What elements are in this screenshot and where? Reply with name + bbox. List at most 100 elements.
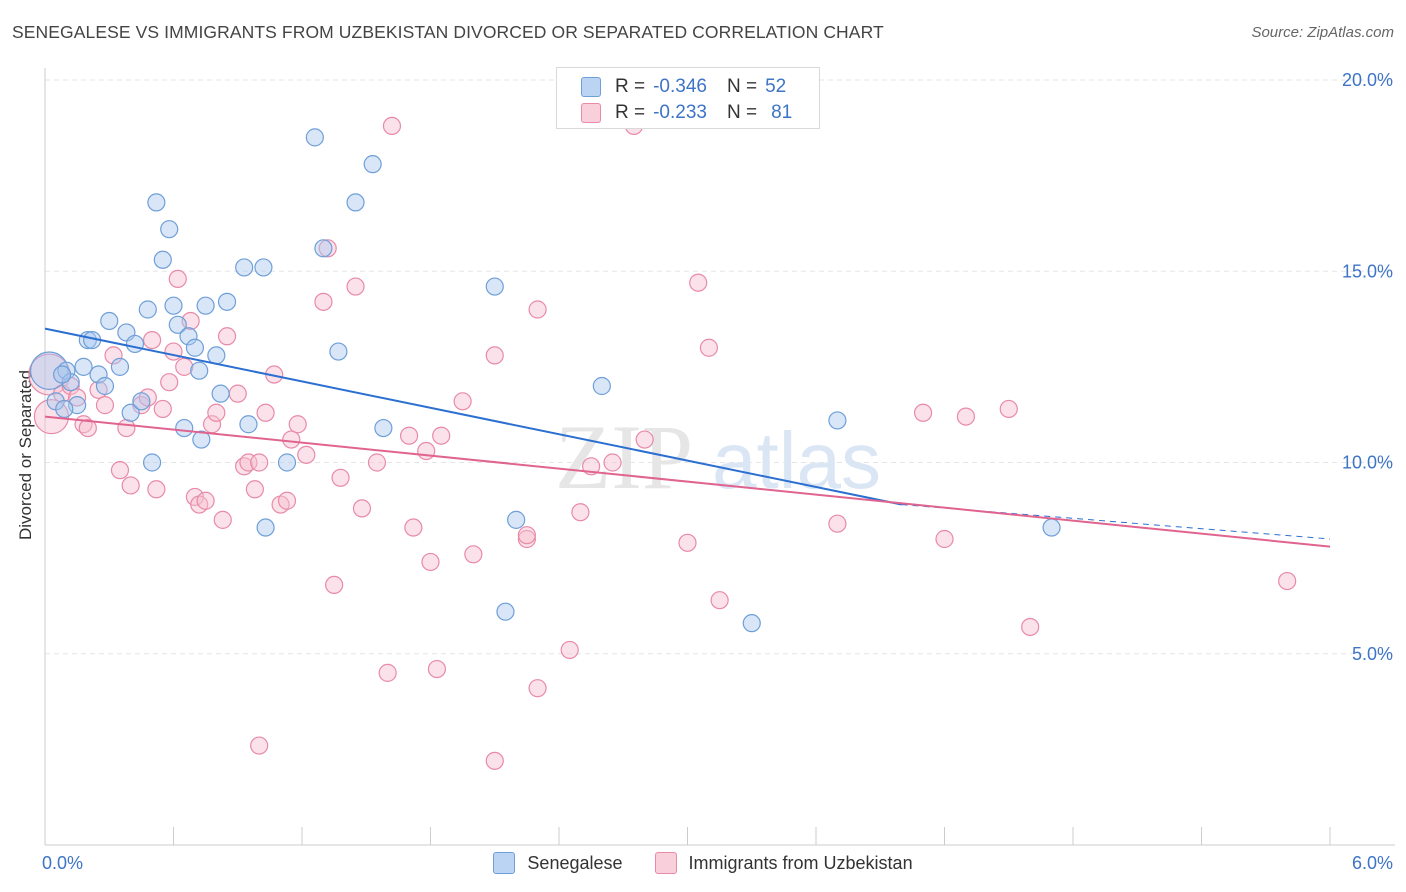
uzbekistan-point xyxy=(485,751,504,770)
uzbekistan-point xyxy=(528,300,547,319)
senegalese-point xyxy=(254,258,273,277)
senegalese-point xyxy=(100,311,119,331)
uzbekistan-point xyxy=(517,529,536,549)
uzbekistan-point xyxy=(314,292,333,311)
senegalese-point xyxy=(239,415,258,434)
uzbekistan-point xyxy=(282,430,301,449)
n-value: 81 xyxy=(771,102,793,123)
senegalese-point xyxy=(125,334,145,354)
pink-swatch xyxy=(581,103,601,123)
blue-swatch xyxy=(581,77,601,97)
uzbekistan-point xyxy=(352,499,372,518)
senegalese-point xyxy=(168,315,187,334)
uzbekistan-point xyxy=(935,529,954,549)
uzbekistan-point xyxy=(464,545,483,564)
uzbekistan-point xyxy=(168,269,187,288)
legend-item-uzbekistan[interactable]: Immigrants from Uzbekistan xyxy=(654,852,913,874)
uzbekistan-point xyxy=(207,403,226,422)
uzbekistan-point xyxy=(421,552,440,572)
senegalese-point xyxy=(110,357,130,376)
uzbekistan-point xyxy=(239,453,258,472)
uzbekistan-point xyxy=(147,480,166,499)
senegalese-point xyxy=(828,411,847,430)
r-label: R = xyxy=(615,76,646,97)
uzbekistan-point xyxy=(95,396,115,415)
legend-item-senegalese[interactable]: Senegalese xyxy=(493,852,623,874)
senegalese-point xyxy=(121,403,140,422)
senegalese-point xyxy=(142,453,162,472)
uzbekistan-point xyxy=(432,426,451,445)
source-label: Source: ZipAtlas.com xyxy=(1251,24,1394,41)
senegalese-point xyxy=(217,292,237,311)
uzbekistan-point xyxy=(399,426,419,445)
stats-row-uzbekistan: R = -0.233 N = 81 xyxy=(581,101,792,125)
uzbekistan-point xyxy=(1278,571,1297,591)
r-value: -0.233 xyxy=(653,102,707,123)
uzbekistan-point xyxy=(367,453,387,472)
senegalese-point xyxy=(196,296,215,315)
series-uzbekistan-points xyxy=(28,116,1297,770)
uzbekistan-point xyxy=(104,346,123,365)
uzbekistan-trend-line xyxy=(44,415,1331,548)
uzbekistan-point xyxy=(382,116,402,136)
uzbekistan-point xyxy=(635,430,654,449)
senegalese-point xyxy=(305,128,324,147)
r-label: R = xyxy=(615,102,646,123)
uzbekistan-point xyxy=(142,331,162,350)
senegalese-point xyxy=(314,239,333,258)
n-label: N = xyxy=(726,102,758,123)
axes xyxy=(44,68,1395,846)
uzbekistan-point xyxy=(378,663,397,682)
uzbekistan-point xyxy=(678,533,697,552)
uzbekistan-point xyxy=(121,476,140,495)
uzbekistan-point xyxy=(710,591,729,610)
senegalese-point xyxy=(277,453,297,472)
uzbekistan-point xyxy=(517,526,536,545)
senegalese-point xyxy=(147,193,166,212)
uzbekistan-point xyxy=(956,407,976,426)
uzbekistan-point xyxy=(560,640,579,660)
uzbekistan-point xyxy=(160,373,179,392)
uzbekistan-point xyxy=(528,679,547,698)
uzbekistan-point xyxy=(117,418,136,438)
n-value: 52 xyxy=(765,76,787,97)
senegalese-point xyxy=(29,351,69,391)
tick-labels: 5.0% 10.0% 15.0% 20.0% 0.0% 6.0% xyxy=(42,70,1393,873)
y-tick-label: 5.0% xyxy=(1352,644,1393,664)
senegalese-point xyxy=(179,327,198,346)
uzbekistan-point xyxy=(153,399,172,419)
senegalese-point xyxy=(507,510,526,529)
senegalese-point xyxy=(256,518,275,537)
senegalese-point xyxy=(132,392,151,411)
uzbekistan-point xyxy=(297,445,316,464)
stats-legend: R = -0.346 N = 52 R = -0.233 N = 81 xyxy=(556,67,820,129)
senegalese-point xyxy=(235,258,254,277)
r-value: -0.346 xyxy=(653,76,707,97)
x-tick-label-min: 0.0% xyxy=(42,853,83,873)
senegalese-point xyxy=(192,430,211,449)
uzbekistan-point xyxy=(164,342,183,361)
uzbekistan-point xyxy=(689,273,708,292)
uzbekistan-point xyxy=(828,514,847,533)
senegalese-point xyxy=(363,155,382,174)
blue-swatch xyxy=(493,852,516,874)
senegalese-point xyxy=(485,277,504,296)
uzbekistan-point xyxy=(250,736,269,755)
uzbekistan-point xyxy=(453,392,472,411)
uzbekistan-point xyxy=(228,384,247,403)
senegalese-point xyxy=(346,193,365,212)
uzbekistan-point xyxy=(277,491,297,510)
uzbekistan-point xyxy=(196,491,215,510)
uzbekistan-point xyxy=(318,239,337,258)
y-tick-label: 15.0% xyxy=(1342,261,1393,281)
uzbekistan-point xyxy=(325,575,344,595)
uzbekistan-point xyxy=(999,399,1018,419)
senegalese-point xyxy=(496,602,515,621)
senegalese-point xyxy=(138,300,157,319)
uzbekistan-point xyxy=(571,503,590,522)
uzbekistan-point xyxy=(427,659,447,679)
senegalese-point xyxy=(1042,518,1061,537)
uzbekistan-point xyxy=(404,518,423,537)
senegalese-point xyxy=(185,338,205,357)
